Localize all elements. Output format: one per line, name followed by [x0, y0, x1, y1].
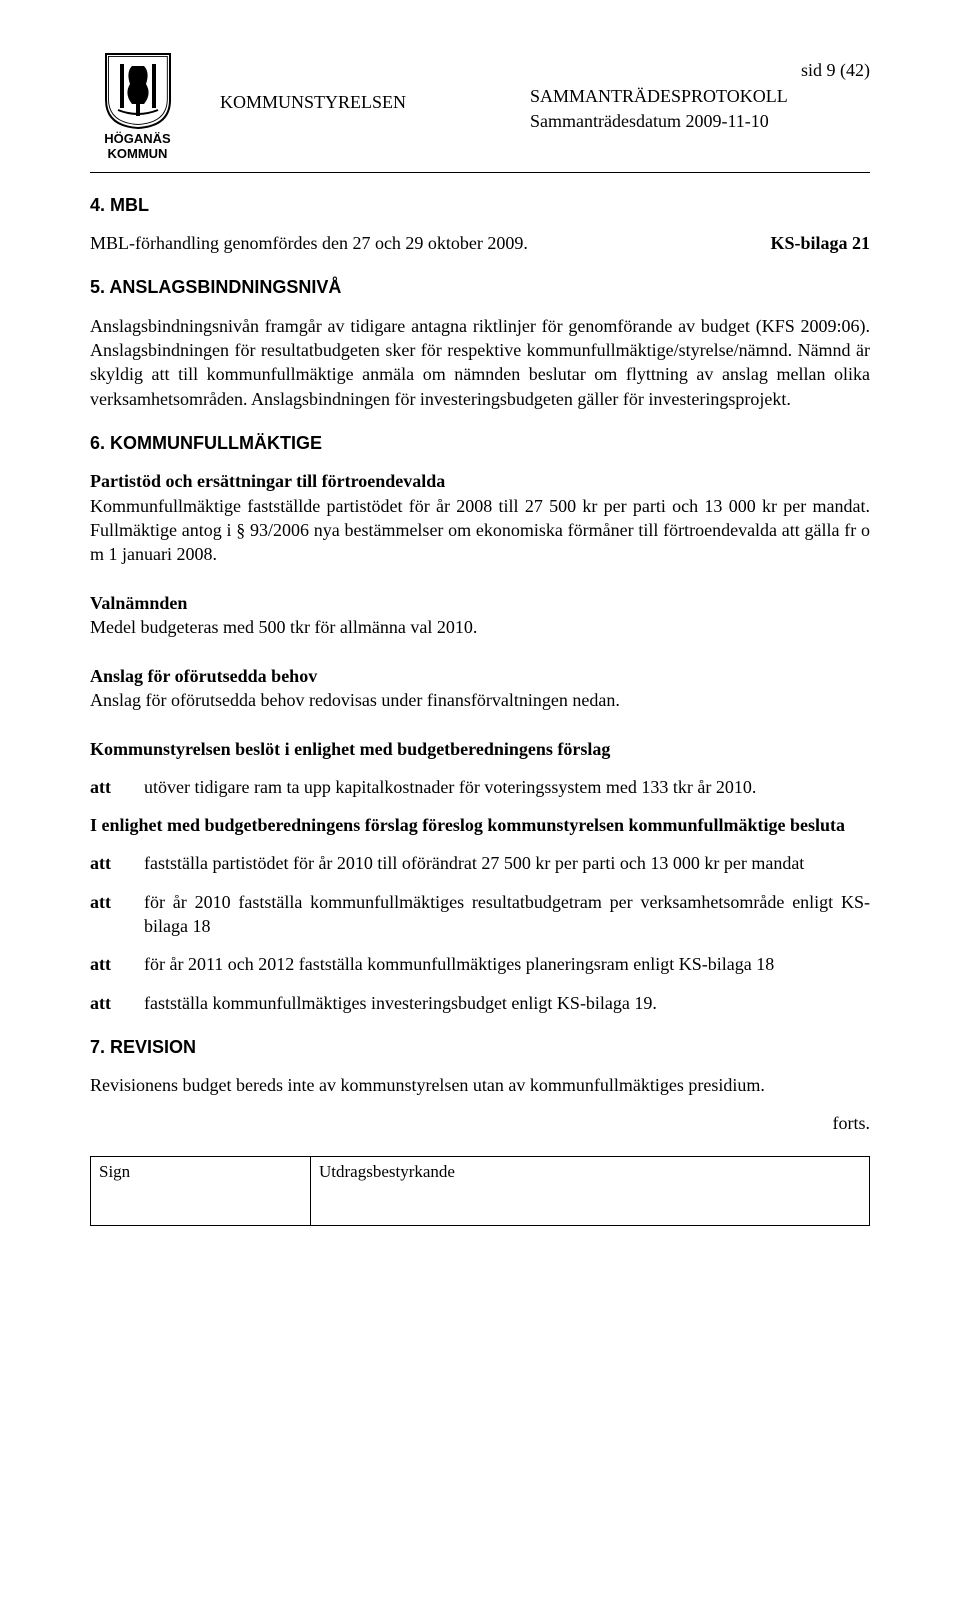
att-text-1: utöver tidigare ram ta upp kapitalkostna…	[144, 775, 870, 799]
section-6-heading: 6. KOMMUNFULLMÄKTIGE	[90, 431, 870, 455]
section-7-p1: Revisionens budget bereds inte av kommun…	[90, 1073, 870, 1097]
sub-valnamnden: Valnämnden	[90, 593, 187, 613]
att-row-5: att fastställa kommunfullmäktiges invest…	[90, 991, 870, 1015]
header-right: sid 9 (42) SAMMANTRÄDESPROTOKOLL Sammant…	[520, 50, 870, 133]
att-row-2: att fastställa partistödet för år 2010 t…	[90, 851, 870, 875]
ks-decided: Kommunstyrelsen beslöt i enlighet med bu…	[90, 737, 870, 761]
sub-anslag-text: Anslag för oförutsedda behov redovisas u…	[90, 690, 620, 710]
section-5-p1: Anslagsbindningsnivån framgår av tidigar…	[90, 314, 870, 411]
mbl-row: MBL-förhandling genomfördes den 27 och 2…	[90, 231, 870, 255]
ks-bilaga-21: KS-bilaga 21	[770, 231, 870, 255]
footer-table: Sign Utdragsbestyrkande	[90, 1156, 870, 1226]
protokoll-title: SAMMANTRÄDESPROTOKOLL	[530, 84, 870, 108]
header-center: KOMMUNSTYRELSEN	[200, 50, 520, 114]
att-label: att	[90, 851, 144, 875]
header-divider	[90, 172, 870, 173]
page-number: sid 9 (42)	[530, 58, 870, 82]
header-center-text: KOMMUNSTYRELSEN	[220, 92, 406, 112]
section-6-block1: Partistöd och ersättningar till förtroen…	[90, 469, 870, 566]
att-label: att	[90, 890, 144, 939]
sub-valnamnden-text: Medel budgeteras med 500 tkr för allmänn…	[90, 617, 477, 637]
att-text-5: fastställa kommunfullmäktiges investerin…	[144, 991, 870, 1015]
logo-line1: HÖGANÄS	[104, 131, 170, 146]
forts: forts.	[90, 1111, 870, 1135]
footer-utdrag: Utdragsbestyrkande	[311, 1157, 869, 1225]
sub-partistod: Partistöd och ersättningar till förtroen…	[90, 471, 445, 491]
section-6-block3: Anslag för oförutsedda behov Anslag för …	[90, 664, 870, 713]
sub-anslag: Anslag för oförutsedda behov	[90, 666, 317, 686]
ks-proposed: I enlighet med budgetberedningens försla…	[90, 813, 870, 837]
logo-text: HÖGANÄS KOMMUN	[104, 132, 170, 162]
att-row-1: att utöver tidigare ram ta upp kapitalko…	[90, 775, 870, 799]
section-5-heading: 5. ANSLAGSBINDNINGSNIVÅ	[90, 275, 870, 299]
att-row-4: att för år 2011 och 2012 fastställa komm…	[90, 952, 870, 976]
page-header: HÖGANÄS KOMMUN KOMMUNSTYRELSEN sid 9 (42…	[90, 50, 870, 162]
sub-partistod-text: Kommunfullmäktige fastställde partistöde…	[90, 496, 870, 565]
att-text-4: för år 2011 och 2012 fastställa kommunfu…	[144, 952, 870, 976]
att-text-3: för år 2010 fastställa kommunfullmäktige…	[144, 890, 870, 939]
section-6-block2: Valnämnden Medel budgeteras med 500 tkr …	[90, 591, 870, 640]
section-4-heading: 4. MBL	[90, 193, 870, 217]
logo-block: HÖGANÄS KOMMUN	[90, 50, 185, 162]
att-text-2: fastställa partistödet för år 2010 till …	[144, 851, 870, 875]
att-label: att	[90, 991, 144, 1015]
footer-sign: Sign	[91, 1157, 311, 1225]
logo-line2: KOMMUN	[108, 146, 168, 161]
att-label: att	[90, 775, 144, 799]
att-label: att	[90, 952, 144, 976]
mbl-text: MBL-förhandling genomfördes den 27 och 2…	[90, 231, 528, 255]
shield-icon	[102, 50, 174, 130]
section-7-heading: 7. REVISION	[90, 1035, 870, 1059]
meeting-date: Sammanträdesdatum 2009-11-10	[530, 109, 870, 133]
att-row-3: att för år 2010 fastställa kommunfullmäk…	[90, 890, 870, 939]
